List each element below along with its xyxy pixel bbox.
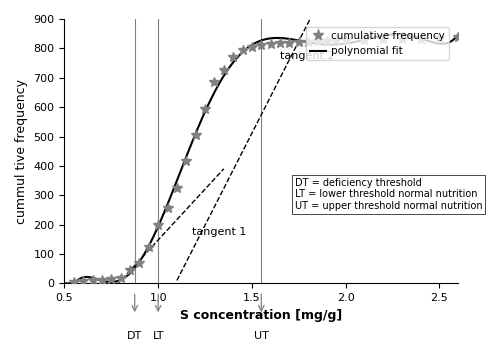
Text: UT: UT <box>254 331 268 341</box>
Text: tangent 1: tangent 1 <box>192 227 246 237</box>
Text: DT: DT <box>127 331 142 341</box>
X-axis label: S concentration [mg/g]: S concentration [mg/g] <box>180 309 342 321</box>
Text: LT: LT <box>152 331 164 341</box>
Text: DT = deficiency threshold
LT = lower threshold normal nutrition
UT = upper thres: DT = deficiency threshold LT = lower thr… <box>295 178 482 211</box>
Text: tangent 2: tangent 2 <box>280 51 334 61</box>
Legend: cumulative frequency, polynomial fit: cumulative frequency, polynomial fit <box>306 27 449 61</box>
Y-axis label: cummul tive frequency: cummul tive frequency <box>15 79 28 224</box>
